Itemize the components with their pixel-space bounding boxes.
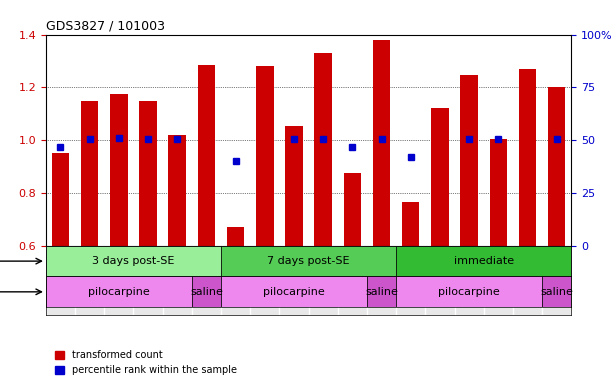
- Bar: [52, 153, 69, 246]
- Text: GSM367528: GSM367528: [85, 249, 94, 304]
- Text: immediate: immediate: [453, 256, 514, 266]
- Bar: [489, 139, 507, 246]
- Bar: [343, 173, 361, 246]
- Text: GSM367719: GSM367719: [377, 249, 386, 304]
- Text: 7 days post-SE: 7 days post-SE: [267, 256, 350, 266]
- FancyBboxPatch shape: [46, 276, 192, 307]
- FancyBboxPatch shape: [542, 276, 571, 307]
- FancyBboxPatch shape: [396, 246, 571, 276]
- FancyBboxPatch shape: [221, 246, 396, 276]
- Text: GSM367531: GSM367531: [114, 249, 123, 304]
- FancyBboxPatch shape: [46, 246, 221, 276]
- Bar: [139, 101, 157, 246]
- Text: 3 days post-SE: 3 days post-SE: [92, 256, 175, 266]
- Bar: [285, 126, 302, 246]
- Bar: [460, 76, 478, 246]
- Bar: [169, 135, 186, 246]
- Bar: [227, 227, 244, 246]
- Text: GDS3827 / 101003: GDS3827 / 101003: [46, 19, 165, 32]
- FancyBboxPatch shape: [367, 276, 396, 307]
- Text: GSM367546: GSM367546: [436, 249, 444, 304]
- Text: GSM367536: GSM367536: [231, 249, 240, 304]
- FancyBboxPatch shape: [192, 276, 221, 307]
- Bar: [431, 108, 448, 246]
- Text: saline: saline: [190, 287, 223, 297]
- Text: pilocarpine: pilocarpine: [88, 287, 150, 297]
- Text: saline: saline: [365, 287, 398, 297]
- Text: GSM367718: GSM367718: [202, 249, 211, 304]
- Text: saline: saline: [540, 287, 573, 297]
- Text: GSM367534: GSM367534: [173, 249, 181, 304]
- Text: GSM367548: GSM367548: [464, 249, 474, 304]
- Text: GSM367545: GSM367545: [406, 249, 415, 304]
- Bar: [110, 94, 128, 246]
- Bar: [548, 87, 565, 246]
- Text: pilocarpine: pilocarpine: [438, 287, 500, 297]
- Bar: [402, 202, 420, 246]
- Text: GSM367538: GSM367538: [260, 249, 269, 304]
- Bar: [519, 69, 536, 246]
- Bar: [373, 40, 390, 246]
- FancyBboxPatch shape: [396, 276, 542, 307]
- Text: GSM367540: GSM367540: [319, 249, 327, 304]
- Text: GSM367532: GSM367532: [144, 249, 153, 304]
- Bar: [315, 53, 332, 246]
- Text: pilocarpine: pilocarpine: [263, 287, 325, 297]
- Bar: [256, 66, 274, 246]
- Text: GSM367541: GSM367541: [348, 249, 357, 304]
- Text: GSM367551: GSM367551: [523, 249, 532, 304]
- Bar: [197, 65, 215, 246]
- Legend: transformed count, percentile rank within the sample: transformed count, percentile rank withi…: [51, 346, 241, 379]
- Text: GSM367527: GSM367527: [56, 249, 65, 304]
- Text: GSM367539: GSM367539: [290, 249, 298, 304]
- Text: GSM367549: GSM367549: [494, 249, 503, 304]
- Text: GSM367721: GSM367721: [552, 249, 561, 304]
- FancyBboxPatch shape: [221, 276, 367, 307]
- Bar: [81, 101, 98, 246]
